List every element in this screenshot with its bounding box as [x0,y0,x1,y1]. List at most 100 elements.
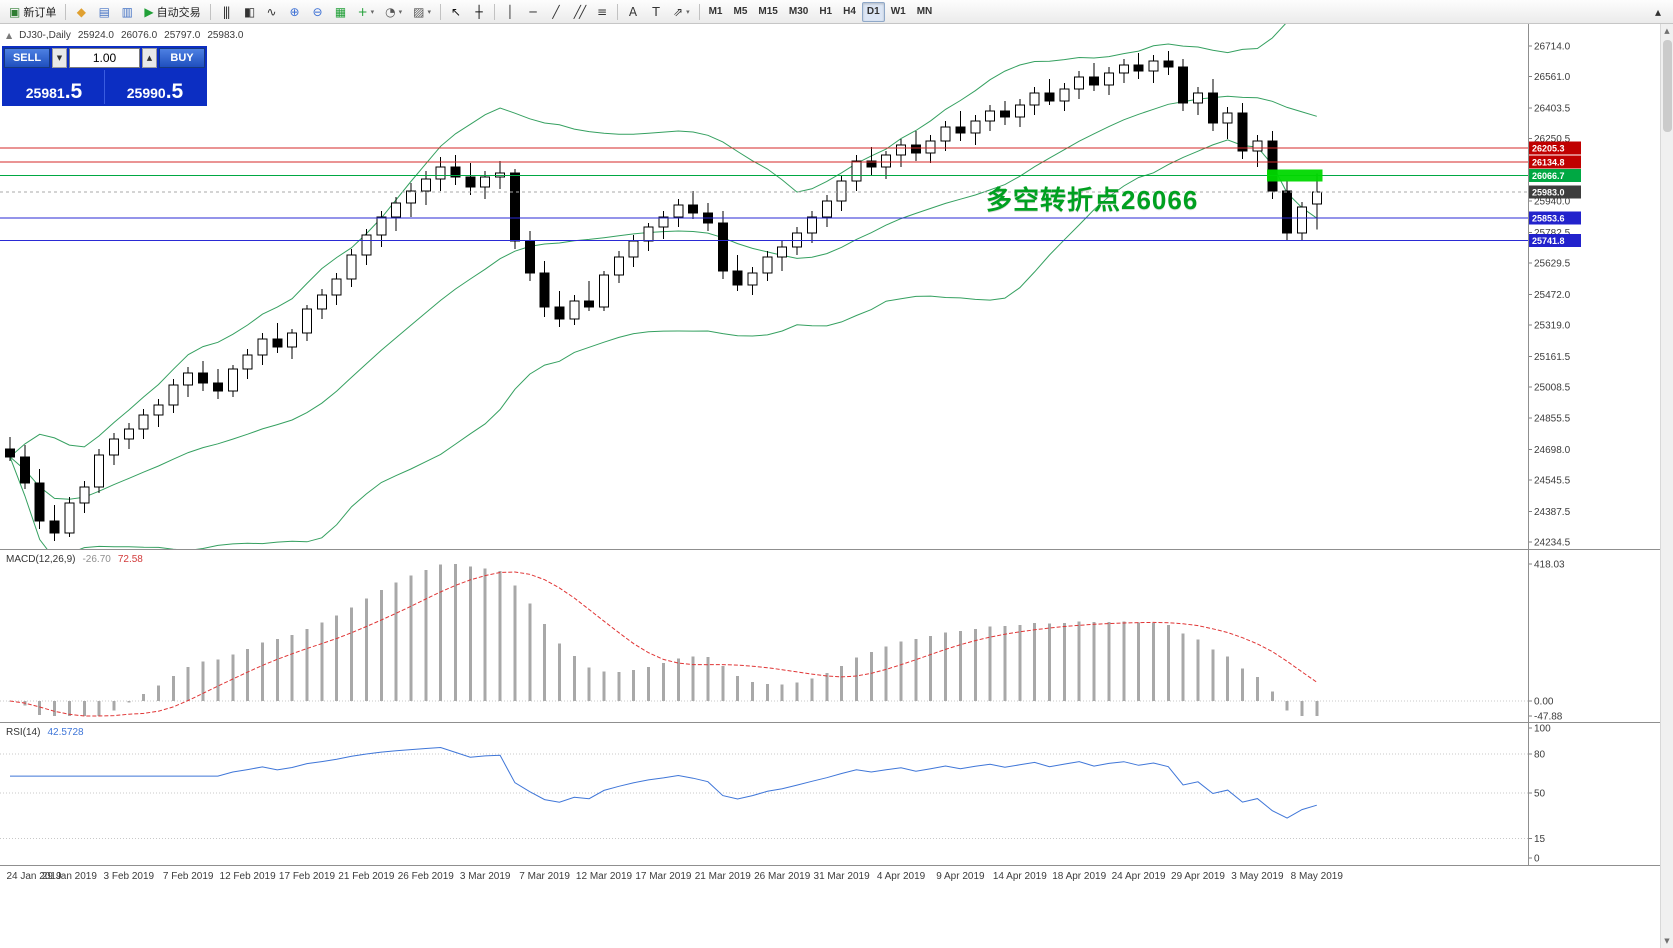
volume-increase-button[interactable]: ▲ [142,48,157,68]
svg-text:24855.5: 24855.5 [1534,413,1571,424]
tf-h4-button[interactable]: H4 [838,2,861,22]
toolbar-overflow-button[interactable]: ▴ [1647,2,1669,22]
shapes-button[interactable]: ⇗ ▾ [668,2,695,22]
templates-button[interactable]: ▨ ▾ [408,2,436,22]
crosshair-button[interactable]: ┼ [468,2,490,22]
volume-decrease-button[interactable]: ▼ [52,48,67,68]
chart-annotation[interactable]: 多空转折点26066 [986,185,1199,215]
svg-text:-47.88: -47.88 [1534,712,1563,723]
panel-separator[interactable] [0,722,1660,723]
profiles-button[interactable]: ◆ [70,2,92,22]
chart-line-icon: ∿ [266,4,277,19]
panel-separator [0,865,1660,866]
indicators-icon: + [357,4,368,19]
buy-button[interactable]: BUY [159,48,205,68]
svg-text:0: 0 [1534,854,1540,865]
volume-input[interactable] [69,48,140,68]
chevron-down-icon: ▾ [686,7,690,16]
date-label: 7 Mar 2019 [519,871,570,882]
toolbar-overflow-icon: ▴ [1654,4,1662,19]
one-click-trading-panel: SELL ▼ ▲ BUY 25981.5 25990.5 [2,46,207,106]
fibonacci-icon: ≡ [596,4,608,19]
zoom-in-button[interactable]: ⊕ [284,2,306,22]
svg-text:24545.5: 24545.5 [1534,475,1571,486]
tf-m1-label: M1 [708,6,723,17]
indicators-button[interactable]: + ▾ [353,2,380,22]
toolbar: ▣ 新订单 ◆ ▤ ▥ ▶ 自动交易 ||| ▮▯ ∿ ⊕ ⊖ ▦ + ▾ ◔ ▾ ▨ ▾ ↖ ┼ │ ─ ╱ ╱╱ ≡ A T ⇗ ▾ M… [0,0,1673,24]
horizontal-line-button[interactable]: ─ [522,2,544,22]
cursor-button[interactable]: ↖ [445,2,467,22]
tf-w1-button[interactable]: W1 [886,2,911,22]
macd-panel[interactable]: 418.03 0.00 -47.88 [0,550,1660,722]
tf-h1-button[interactable]: H1 [814,2,837,22]
periods-icon: ◔ [385,4,396,19]
zoom-out-icon: ⊖ [312,4,323,19]
tf-m30-button[interactable]: M30 [784,2,813,22]
panel-separator[interactable] [0,549,1660,550]
svg-text:24698.0: 24698.0 [1534,445,1571,456]
templates-icon: ▨ [413,4,425,19]
auto-trading-button[interactable]: ▶ 自动交易 [139,2,205,22]
zoom-out-button[interactable]: ⊖ [307,2,329,22]
price-chart[interactable]: 26714.0 26561.0 26403.5 26250.5 25940.0 25782… [0,24,1660,549]
scroll-up-icon[interactable]: ▲ [1664,27,1670,35]
scrollbar-thumb[interactable] [1663,40,1672,132]
tf-d1-button[interactable]: D1 [861,1,885,22]
tf-mn-button[interactable]: MN [912,2,938,22]
tf-m5-label: M5 [733,6,748,17]
label-tool-button[interactable]: T [645,2,667,22]
tile-windows-button[interactable]: ▦ [330,2,352,22]
market-watch-button[interactable]: ▤ [93,2,115,22]
tf-m15-button[interactable]: M15 [753,2,782,22]
new-order-icon: ▣ [9,4,21,19]
chart-bars-button[interactable]: ||| [215,2,237,22]
date-label: 21 Mar 2019 [694,871,751,882]
label-tool-icon: T [652,4,660,19]
chevron-down-icon: ▾ [370,7,375,16]
scroll-down-icon[interactable]: ▼ [1664,937,1670,945]
svg-text:24387.5: 24387.5 [1534,507,1571,518]
date-label: 12 Feb 2019 [219,871,276,882]
channel-button[interactable]: ╱╱ [568,2,590,22]
date-label: 12 Mar 2019 [575,871,633,882]
chevron-up-icon: ▲ [146,54,153,62]
svg-text:418.03: 418.03 [1534,560,1565,571]
new-order-button[interactable]: ▣ 新订单 [4,2,61,22]
date-label: 9 Apr 2019 [936,871,985,882]
symbol-info-bar: ▲ DJ30-,Daily 25924.0 26076.0 25797.0 25… [6,30,243,41]
tf-mn-label: MN [916,6,933,17]
svg-text:26205.3: 26205.3 [1532,143,1565,153]
svg-text:24234.5: 24234.5 [1534,538,1571,549]
tf-m1-button[interactable]: M1 [704,2,728,22]
date-label: 24 Jan 2019 [6,871,62,882]
auto-trading-icon: ▶ [144,4,154,19]
fibonacci-button[interactable]: ≡ [591,2,613,22]
scrollbar[interactable]: ▲ ▼ [1660,24,1673,948]
chart-candles-button[interactable]: ▮▯ [238,2,260,22]
svg-text:25741.8: 25741.8 [1532,236,1565,246]
vertical-line-button[interactable]: │ [499,2,521,22]
sell-price[interactable]: 25981.5 [4,70,104,104]
text-tool-button[interactable]: A [622,2,644,22]
sell-price-base: 25981 [25,85,65,101]
trendline-button[interactable]: ╱ [545,2,567,22]
tf-h4-label: H4 [843,6,856,17]
chevron-down-icon: ▾ [427,7,432,16]
chevron-down-icon: ▾ [398,7,403,16]
date-label: 21 Feb 2019 [338,871,395,882]
periods-button[interactable]: ◔ ▾ [380,2,407,22]
rsi-name: RSI(14) [6,727,41,738]
tf-m5-button[interactable]: M5 [729,2,753,22]
symbol-direction-icon: ▲ [6,31,13,40]
svg-text:25008.5: 25008.5 [1534,383,1571,394]
time-axis[interactable]: 24 Jan 2019 29 Jan 2019 3 Feb 2019 7 Feb 20… [0,866,1660,890]
text-tool-icon: A [628,4,638,19]
chart-line-button[interactable]: ∿ [261,2,283,22]
svg-text:26561.0: 26561.0 [1534,72,1571,83]
macd-main-value: -26.70 [82,554,111,565]
buy-price[interactable]: 25990.5 [104,70,205,104]
sell-button[interactable]: SELL [4,48,50,68]
rsi-panel[interactable]: 100 80 50 15 0 [0,723,1660,865]
data-window-button[interactable]: ▥ [116,2,138,22]
toolbar-separator [698,3,700,20]
